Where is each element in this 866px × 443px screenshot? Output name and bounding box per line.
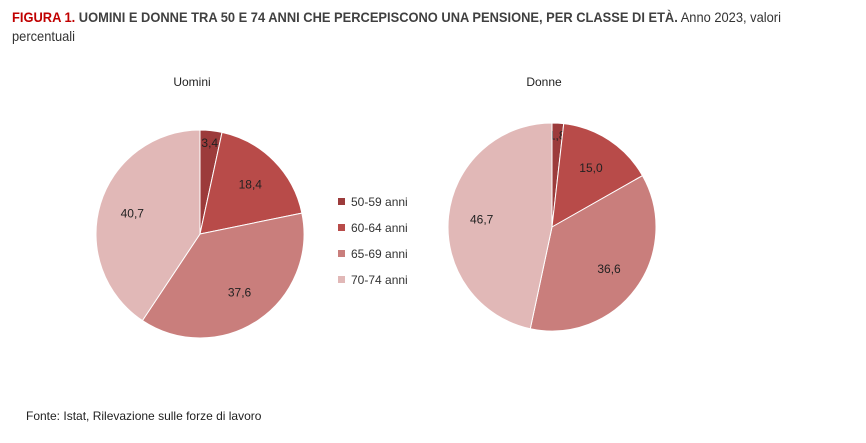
figure-subtitle: Anno 2023, valori percentuali <box>12 9 781 44</box>
legend-swatch <box>338 198 345 205</box>
legend-swatch <box>338 224 345 231</box>
data-label: 40,7 <box>121 207 145 221</box>
data-label: 3,4 <box>201 136 218 150</box>
pie-slice <box>529 174 657 332</box>
pie-title: Uomini <box>173 75 210 89</box>
legend-item: 50-59 anni <box>351 195 408 209</box>
source-note: Fonte: Istat, Rilevazione sulle forze di… <box>26 409 262 423</box>
legend-item: 65-69 anni <box>351 247 408 261</box>
pie-slice <box>95 129 201 322</box>
data-label: 37,6 <box>228 286 252 300</box>
pie-slice <box>447 122 553 330</box>
legend-swatch <box>338 276 345 283</box>
legend: 50-59 anni 60-64 anni 65-69 anni 70-74 anni <box>338 195 408 287</box>
figure-title-main: UOMINI E DONNE TRA 50 E 74 ANNI CHE PERC… <box>78 9 678 25</box>
data-label: 46,7 <box>470 213 494 227</box>
data-label: 15,0 <box>579 161 603 175</box>
legend-item: 70-74 anni <box>351 273 408 287</box>
legend-item: 60-64 anni <box>351 221 408 235</box>
pie-slice <box>199 131 303 235</box>
figure-title: FIGURA 1. UOMINI E DONNE TRA 50 E 74 ANN… <box>12 8 785 46</box>
pie-uomini: Uomini 3,4 18,4 37,6 40,7 <box>95 75 305 339</box>
figure-number: FIGURA 1. <box>12 9 76 25</box>
data-label: 18,4 <box>239 177 263 191</box>
pie-slice <box>551 123 644 228</box>
pie-slice <box>141 212 305 339</box>
data-label: 36,6 <box>597 262 621 276</box>
pie-title: Donne <box>526 75 562 89</box>
legend-swatch <box>338 250 345 257</box>
